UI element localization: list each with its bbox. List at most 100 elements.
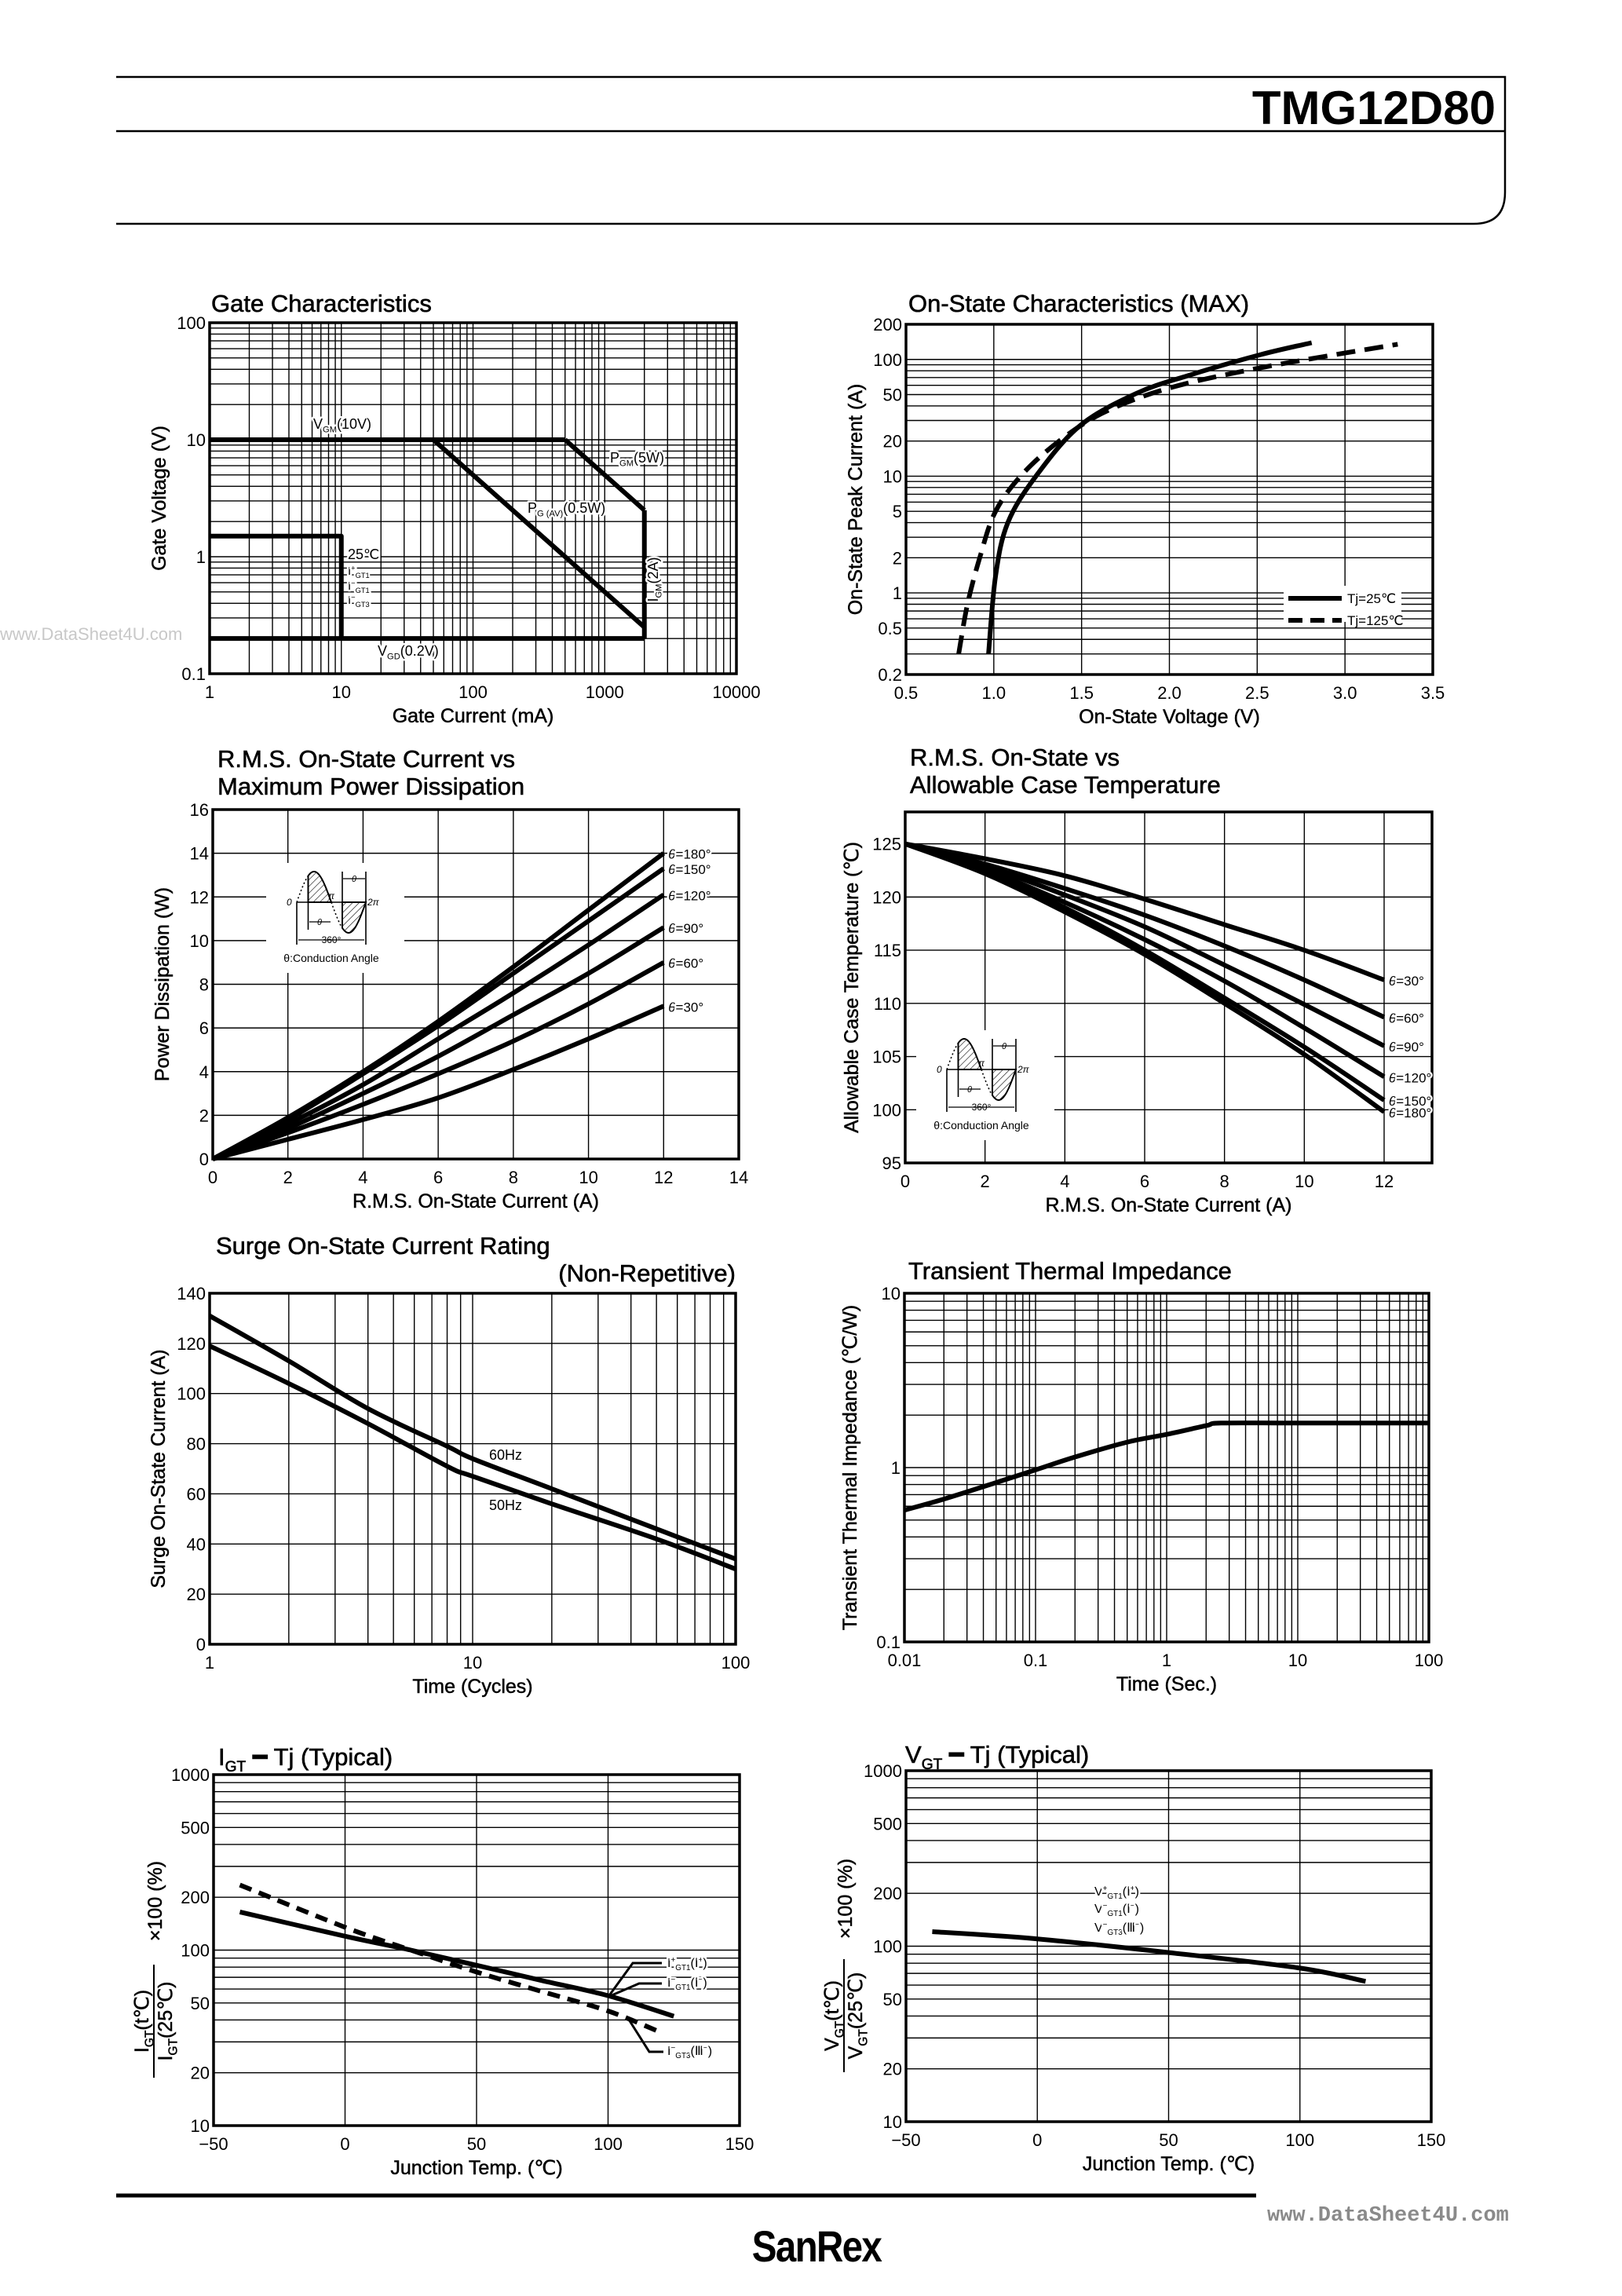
x-tick-label: 3.0 [1333,683,1357,703]
plot-frame [903,1292,1430,1643]
text-part: I [131,2047,153,2053]
x-tick-label: 0.5 [894,683,919,703]
header-border [116,75,1507,225]
label-pi: π [328,890,335,901]
side-watermark: www.DataSheet4U.com [0,624,182,644]
x-tick-label: 6 [433,1168,443,1187]
text-part: GT [166,2038,180,2056]
x-tick-label: 1.5 [1069,683,1094,703]
text-part: + [1131,1885,1135,1893]
series-line-2 [208,1344,737,1572]
text-part: GT1 [675,1964,691,1972]
text-part: (25℃) [155,1981,177,2038]
y-tick-label: 500 [181,1818,210,1837]
series-label: θ=30° [668,1000,703,1015]
y-tick-label: 40 [187,1534,206,1554]
text-part: I [348,579,351,593]
text-part: GM [323,426,337,435]
chart-annotation: I+GT1(Ⅰ+) [667,1956,707,1972]
x-tick-label: 8 [509,1168,518,1187]
series-line-1 [904,841,1386,982]
chart-title: Surge On-State Current Rating [216,1232,550,1260]
text-part: ) [1135,1903,1139,1916]
text-part: − [351,593,355,601]
x-tick-label: 1 [1162,1651,1171,1670]
y-tick-label: 50 [883,1990,902,2009]
y-tick-label: 60 [187,1484,206,1504]
y-tick-label: 8 [199,975,209,995]
inset-background [266,863,404,973]
x-tick-label: 1 [205,682,214,702]
series-label: θ=180° [668,847,711,862]
text-part: θ [668,921,676,936]
text-part: (Ⅲ [1123,1921,1135,1935]
text-part: GM [619,459,634,469]
text-part: (Ⅰ [691,1957,699,1970]
text-part: V [845,2046,867,2059]
chart-annotation: V+GT1(Ⅰ+) [1094,1885,1139,1901]
text-part: I [155,2056,177,2061]
gridlines [905,1770,1432,2122]
gridlines [212,809,740,1160]
y-tick-label: 14 [190,844,209,864]
y-axis-label: Power Dissipation (W) [152,887,174,1081]
hatched-positive-half [957,1038,983,1070]
x-tick-label: 150 [1417,2130,1446,2150]
text-part: (Ⅰ [691,1976,699,1990]
chart-annotation: PGM(5W) [610,450,664,469]
y-tick-label: 0 [199,1150,209,1169]
x-tick-label: 100 [721,1653,751,1673]
series-line-2 [956,342,1398,655]
x-tick-label: 10 [1288,1651,1307,1670]
text-part: =90° [1396,1040,1424,1055]
y-tick-label: 200 [873,315,902,335]
chart-title: On-State Characteristics (MAX) [908,290,1249,317]
y-tick-label: 0 [196,1635,206,1654]
y-axis-label: Surge On-State Current (A) [148,1349,170,1588]
text-part: θ [1389,1094,1397,1109]
text-part: GT1 [1107,1910,1123,1918]
text-part: − [670,2044,675,2053]
chart-2: 0.5 1.0 1.5 2.0 2.5 3.0 3.50.20.51251020501002… [845,290,1445,729]
text-part: (2A) [645,557,661,583]
x-tick-label: 2.0 [1157,683,1182,703]
chart-annotation: V−GT3(Ⅲ−) [1094,1921,1144,1937]
dimension-arrows [298,878,365,941]
label-zero: 0 [287,897,292,908]
chart-title: Transient Thermal Impedance [908,1257,1232,1285]
series-line-2 [211,866,666,1161]
chart-title: R.M.S. On-State vs [910,744,1120,771]
text-part: (Ⅰ [1123,1885,1131,1899]
chart-annotation: I−GT1(Ⅰ−) [667,1976,707,1992]
series-line-6 [210,533,344,639]
x-axis-label: Time (Cycles) [412,1676,532,1698]
y-tick-label: 0.1 [181,664,206,684]
text-part: θ [668,1000,676,1015]
y-tick-label: 10 [883,2112,902,2132]
y-tick-label: 140 [177,1284,206,1303]
label-two-pi: 2π [1017,1064,1030,1075]
y-tick-label: 20 [187,1585,206,1604]
y-tick-label: 115 [874,941,901,960]
text-part: (25℃) [845,1972,867,2030]
text-part: I [667,1976,670,1990]
y-tick-label: 20 [883,2060,902,2079]
chart-annotation: I+GT1 [348,564,370,579]
series-label: θ=180° [1389,1106,1431,1121]
y-tick-label: 2 [199,1106,209,1125]
text-part: =30° [676,1000,704,1015]
text-part: ━ Tj (Typical) [246,1743,393,1771]
sine-dotted [946,1043,959,1070]
hatched-positive-half [307,871,333,903]
legend-label: Tj=125℃ [1347,613,1404,628]
y-tick-label: 10 [187,430,206,450]
text-part: =180° [676,847,711,862]
y-tick-label: 1 [196,547,206,567]
label-pi: π [978,1058,985,1069]
x-tick-label: 150 [725,2134,754,2154]
y-tick-label: 50 [191,1994,210,2013]
series-label: θ=60° [668,956,703,971]
text-part: GT [922,1757,943,1773]
plot-frame [904,1769,1433,2123]
x-tick-label: 0 [208,1168,217,1187]
